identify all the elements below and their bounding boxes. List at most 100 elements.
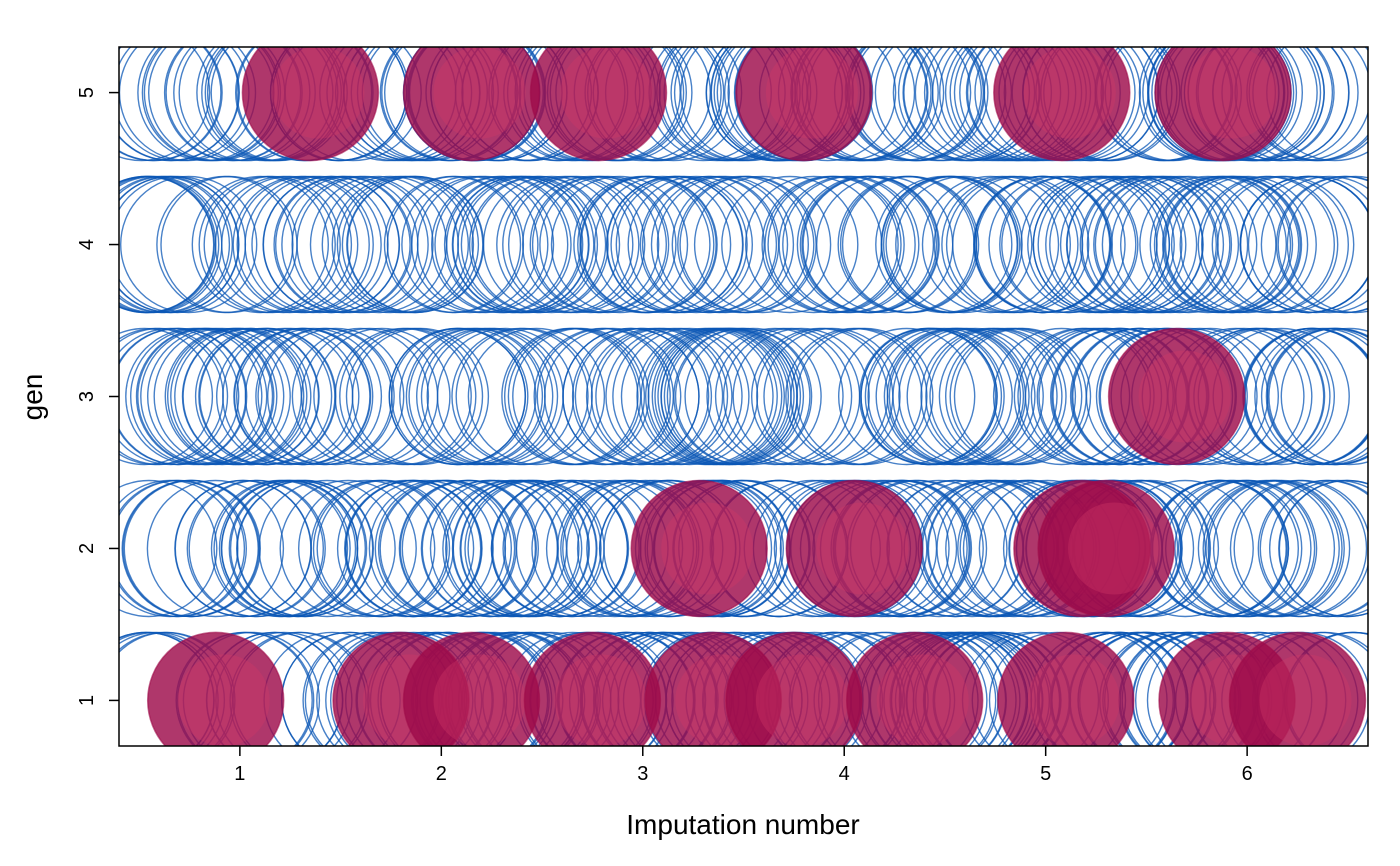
observed-point: [544, 327, 682, 466]
observed-point: [1174, 479, 1312, 618]
imputed-point: [402, 47, 541, 162]
observed-point: [345, 479, 483, 618]
observed-point: [562, 327, 700, 466]
observed-point: [119, 47, 250, 162]
observed-point: [391, 327, 529, 466]
observed-point: [693, 175, 832, 314]
observed-point: [875, 327, 1013, 466]
observed-point: [346, 175, 484, 314]
imputed-point: [402, 631, 541, 746]
observed-point: [119, 327, 229, 466]
observed-point: [368, 479, 507, 618]
observed-point: [833, 47, 972, 162]
observed-point: [867, 327, 1005, 466]
observed-point: [507, 327, 646, 466]
observed-point: [119, 47, 222, 162]
observed-point: [605, 175, 744, 314]
imputed-point: [241, 47, 380, 162]
observed-point: [847, 47, 986, 162]
observed-point: [1286, 175, 1368, 314]
observed-point: [1119, 175, 1258, 314]
observed-point: [490, 479, 629, 618]
observed-point: [388, 327, 527, 466]
observed-point: [1065, 175, 1204, 314]
observed-point: [782, 175, 920, 314]
observed-point: [125, 327, 263, 466]
observed-point: [610, 175, 748, 314]
observed-point: [471, 175, 609, 314]
observed-point: [146, 479, 285, 618]
observed-point: [345, 327, 484, 466]
observed-point: [529, 175, 667, 314]
observed-point: [724, 47, 862, 162]
observed-point: [938, 327, 1077, 466]
imputed-point: [1228, 631, 1367, 746]
observed-point: [706, 327, 844, 466]
observed-point: [213, 479, 351, 618]
imputed-point: [735, 47, 873, 162]
observed-point: [342, 47, 481, 162]
observed-point: [291, 327, 430, 466]
observed-point: [446, 175, 584, 314]
observed-point: [620, 327, 759, 466]
observed-point: [123, 479, 262, 618]
imputed-point: [993, 47, 1131, 162]
imputed-point: [1037, 479, 1175, 618]
observed-point: [198, 175, 336, 314]
observed-point: [663, 327, 802, 466]
observed-point: [379, 47, 518, 162]
observed-point: [837, 175, 975, 314]
imputed-point: [146, 631, 285, 746]
observed-point: [841, 175, 980, 314]
observed-point: [236, 175, 374, 314]
observed-point: [1049, 175, 1187, 314]
observed-point: [975, 175, 1113, 314]
observed-point: [496, 175, 634, 314]
observed-point: [119, 47, 211, 162]
observed-point: [796, 175, 935, 314]
observed-point: [502, 175, 640, 314]
observed-point: [416, 327, 554, 466]
observed-point: [1234, 47, 1368, 162]
observed-point: [605, 327, 743, 466]
observed-point: [377, 479, 516, 618]
x-tick-label: 3: [637, 763, 648, 785]
observed-point: [119, 47, 223, 162]
observed-point: [119, 175, 215, 314]
observed-point: [838, 327, 976, 466]
observed-point: [1205, 479, 1343, 618]
observed-point: [1197, 175, 1336, 314]
observed-point: [1278, 479, 1368, 618]
observed-point: [296, 175, 434, 314]
observed-point: [1001, 175, 1139, 314]
observed-point: [181, 327, 320, 466]
observed-point: [1211, 175, 1350, 314]
observed-point: [1212, 479, 1351, 618]
observed-point: [244, 327, 383, 466]
observed-point: [170, 327, 308, 466]
imputed-point: [997, 631, 1135, 746]
observed-point: [615, 175, 753, 314]
observed-point: [1100, 47, 1238, 162]
observed-point: [627, 175, 765, 314]
observed-point: [356, 479, 494, 618]
observed-point: [119, 175, 247, 314]
observed-point: [593, 175, 732, 314]
observed-point: [921, 175, 1060, 314]
y-tick-label: 5: [76, 87, 98, 98]
observed-point: [398, 479, 537, 618]
observed-point: [705, 47, 843, 162]
observed-point: [645, 327, 783, 466]
observed-point: [953, 327, 1092, 466]
x-axis-title: Imputation number: [626, 809, 859, 840]
observed-point: [119, 479, 218, 618]
y-tick-label: 2: [76, 543, 98, 554]
observed-point: [875, 175, 1013, 314]
observed-point: [1280, 327, 1368, 466]
observed-point: [460, 175, 599, 314]
observed-point: [135, 327, 274, 466]
observed-point: [885, 175, 1023, 314]
observed-point: [959, 47, 1097, 162]
observed-point: [119, 479, 247, 618]
